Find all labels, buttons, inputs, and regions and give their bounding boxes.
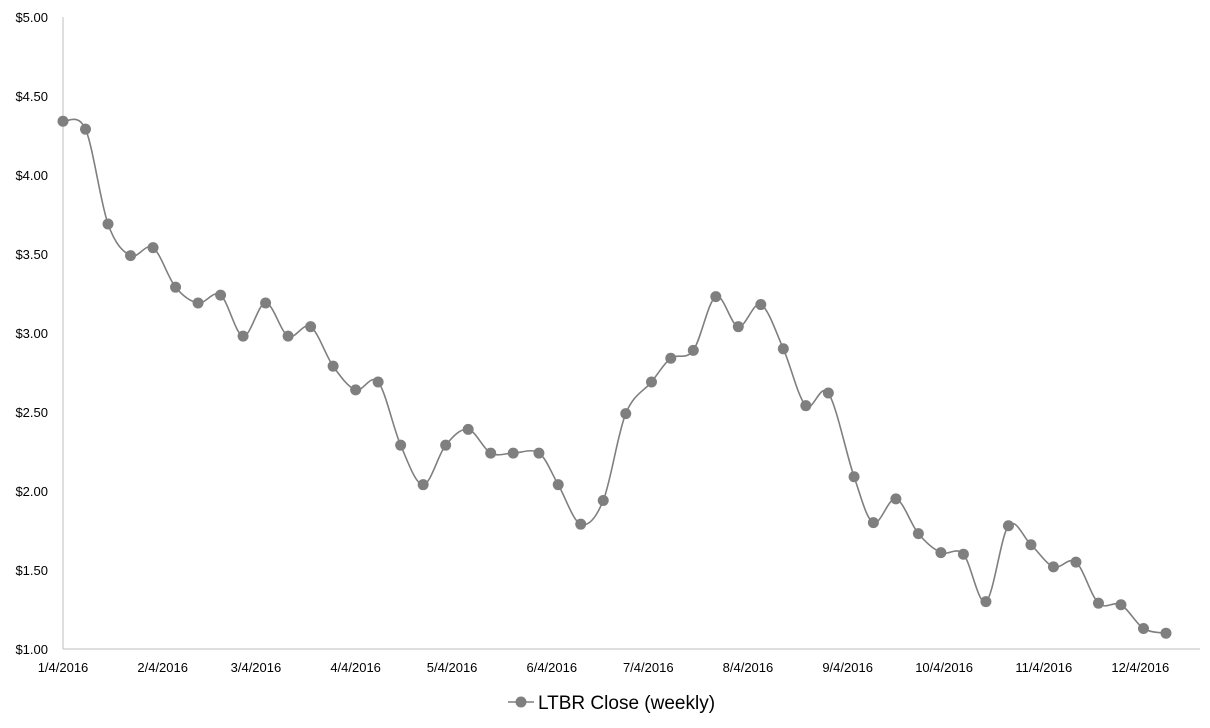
x-axis-tick-labels: 1/4/2016 2/4/2016 3/4/2016 4/4/2016 5/4/2016… [38,660,1170,675]
data-point [440,439,452,451]
data-point [1047,561,1059,573]
data-point [147,242,159,254]
data-point [732,321,744,333]
y-tick-label: $1.00 [15,642,48,657]
data-point [102,218,114,230]
data-point [980,596,992,608]
data-point [507,447,519,459]
data-point [1070,556,1082,568]
data-point [192,297,204,309]
data-point [890,493,902,505]
y-tick-label: $5.00 [15,10,48,25]
x-tick-label: 12/4/2016 [1111,660,1169,675]
data-point [1115,599,1127,611]
data-point [395,439,407,451]
y-tick-label: $2.00 [15,484,48,499]
x-tick-label: 8/4/2016 [723,660,774,675]
data-point [372,376,384,388]
data-point [687,344,699,356]
data-point [462,423,474,435]
data-point [1160,627,1172,639]
data-point [597,494,609,506]
series-line-ltbr-close [62,118,1167,634]
data-point [848,471,860,483]
x-tick-label: 6/4/2016 [526,660,577,675]
data-point [260,297,272,309]
data-point [912,528,924,540]
data-point [800,400,812,412]
data-point [485,447,497,459]
x-tick-label: 4/4/2016 [330,660,381,675]
y-tick-label: $4.50 [15,89,48,104]
y-tick-label: $1.50 [15,563,48,578]
data-point [755,299,767,311]
x-tick-label: 2/4/2016 [137,660,188,675]
data-point [1092,597,1104,609]
data-point [1002,520,1014,532]
x-tick-label: 9/4/2016 [822,660,873,675]
data-point [645,376,657,388]
data-point [1025,539,1037,551]
x-tick-label: 3/4/2016 [231,660,282,675]
y-tick-label: $3.50 [15,247,48,262]
data-point [867,517,879,529]
legend: LTBR Close (weekly) [508,693,715,714]
data-point [575,518,587,530]
x-tick-label: 1/4/2016 [38,660,89,675]
legend-label: LTBR Close (weekly) [538,693,715,714]
data-point [237,330,249,342]
x-tick-label: 10/4/2016 [915,660,973,675]
data-point [215,289,227,301]
data-point [170,281,182,293]
legend-marker-swatch [515,696,527,708]
data-point [1137,622,1149,634]
data-point [57,115,69,127]
data-point [80,123,92,135]
data-point [957,548,969,560]
data-point [125,250,137,262]
data-point [620,408,632,420]
data-point [552,479,564,491]
data-point [417,479,429,491]
x-tick-label: 7/4/2016 [623,660,674,675]
y-axis-tick-labels: $1.00 $1.50 $2.00 $2.50 $3.00 $3.50 $4.00 $4.50… [15,10,48,657]
series-points [57,115,1172,639]
data-point [533,447,545,459]
data-point [665,352,677,364]
data-point [710,291,722,303]
data-point [822,387,834,399]
x-tick-label: 11/4/2016 [1015,660,1072,675]
y-tick-label: $4.00 [15,168,48,183]
x-tick-label: 5/4/2016 [427,660,478,675]
data-point [935,547,947,559]
y-tick-label: $3.00 [15,326,48,341]
data-point [350,384,362,396]
data-point [282,330,294,342]
data-point [305,321,317,333]
data-point [777,343,789,355]
y-tick-label: $2.50 [15,405,48,420]
data-point [327,360,339,372]
